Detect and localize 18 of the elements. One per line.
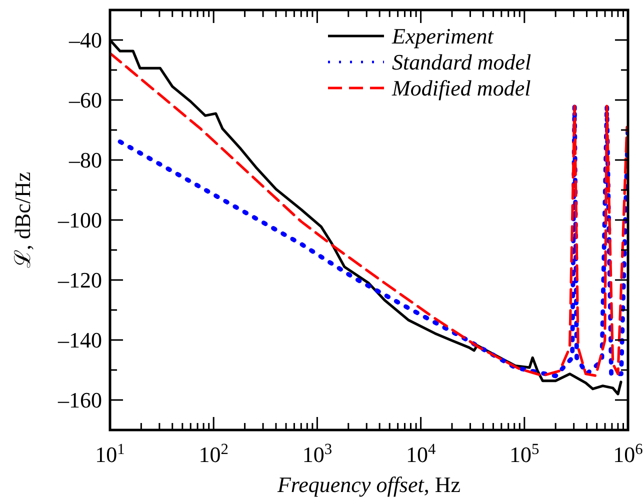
y-tick-label: –120 bbox=[57, 268, 102, 293]
y-tick-label: –140 bbox=[57, 328, 102, 353]
x-tick-label: 10$^{4}$ bbox=[406, 440, 436, 467]
legend-label: Modified model bbox=[391, 76, 531, 101]
y-tick-label: –60 bbox=[68, 88, 102, 113]
y-tick-label: –100 bbox=[57, 208, 102, 233]
x-tick-label: 10$^{5}$ bbox=[510, 440, 540, 467]
y-tick-label: –80 bbox=[68, 148, 102, 173]
y-tick-label: –40 bbox=[68, 28, 102, 53]
x-tick-label: 10$^{2}$ bbox=[198, 440, 228, 467]
y-tick-label: –160 bbox=[57, 388, 102, 413]
x-tick-label: 10$^{6}$ bbox=[613, 440, 644, 467]
y-axis-title: ℒ, dBc/Hz bbox=[10, 172, 35, 268]
x-axis-title: Frequency offset, Hz bbox=[276, 472, 461, 497]
x-tick-label: 10$^{3}$ bbox=[302, 440, 332, 467]
x-tick-label: 10$^{1}$ bbox=[95, 440, 125, 467]
legend-label: Standard model bbox=[392, 50, 532, 75]
legend-label: Experiment bbox=[391, 24, 494, 49]
